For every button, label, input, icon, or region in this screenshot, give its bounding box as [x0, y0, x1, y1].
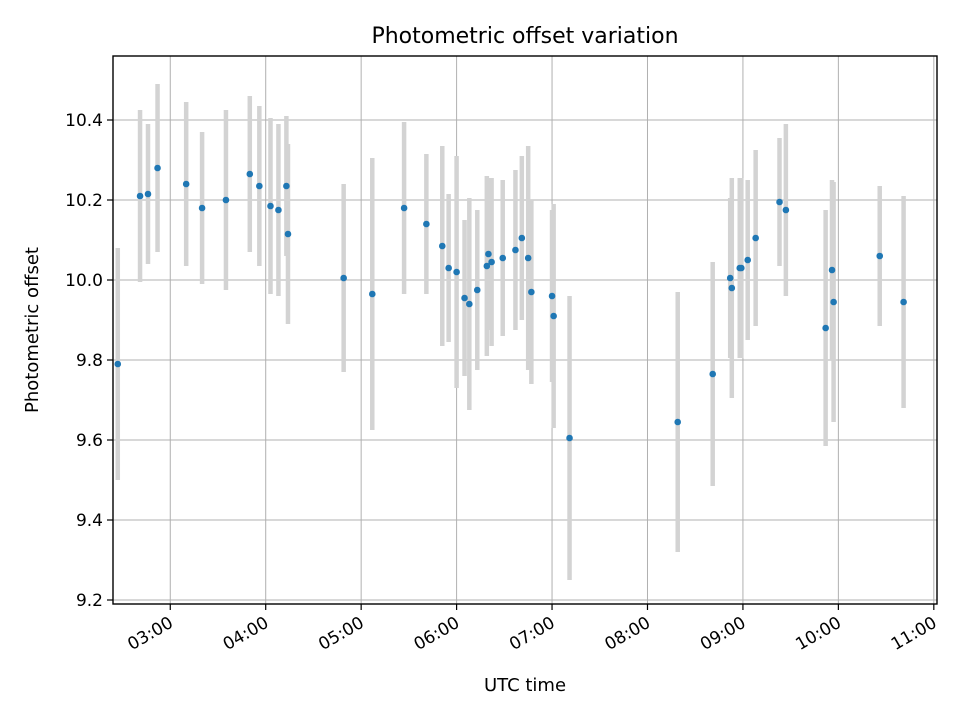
- data-point: [466, 300, 473, 308]
- data-point: [485, 250, 492, 258]
- plot-frame: [112, 55, 938, 605]
- data-point: [182, 180, 190, 188]
- data-point: [136, 192, 144, 200]
- data-point: [283, 182, 290, 190]
- data-point: [154, 164, 161, 172]
- data-point: [709, 370, 717, 378]
- data-point: [340, 274, 347, 282]
- y-tick-label: 9.6: [76, 431, 103, 451]
- y-tick-label: 9.2: [76, 591, 103, 611]
- y-axis-ticks: 9.2 9.4 9.6 9.8 10.0 10.2 10.4: [65, 111, 113, 611]
- y-tick-label: 9.4: [76, 511, 103, 531]
- data-point: [256, 182, 263, 190]
- data-point: [822, 324, 829, 332]
- data-point: [744, 256, 752, 264]
- data-point: [738, 264, 745, 272]
- data-point: [275, 206, 282, 214]
- y-tick-label: 10.4: [65, 111, 103, 131]
- data-point: [246, 170, 254, 178]
- data-point: [524, 254, 532, 262]
- data-point: [453, 268, 460, 276]
- data-points: [114, 164, 907, 442]
- data-point: [499, 254, 507, 262]
- data-point: [400, 204, 408, 212]
- data-point: [776, 198, 783, 206]
- chart-title: Photometric offset variation: [371, 24, 678, 49]
- data-point: [423, 220, 430, 228]
- data-point: [726, 274, 734, 282]
- data-point: [267, 202, 274, 210]
- data-point: [550, 312, 557, 320]
- data-point: [445, 264, 452, 272]
- data-point: [566, 434, 573, 442]
- data-point: [674, 418, 682, 426]
- data-point: [900, 298, 907, 306]
- data-point: [461, 294, 468, 302]
- data-point: [144, 190, 152, 198]
- data-point: [483, 262, 491, 270]
- y-tick-label: 10.2: [65, 191, 103, 211]
- x-axis-label: UTC time: [484, 675, 566, 696]
- data-point: [518, 234, 526, 242]
- data-point: [438, 242, 446, 250]
- data-point: [830, 298, 837, 306]
- data-point: [548, 292, 556, 300]
- data-point: [473, 286, 481, 294]
- data-point: [876, 252, 884, 260]
- data-point: [488, 258, 495, 266]
- data-point: [782, 206, 790, 214]
- y-axis-label: Photometric offset: [22, 247, 43, 413]
- data-point: [198, 204, 206, 212]
- y-tick-label: 9.8: [76, 351, 103, 371]
- data-point: [368, 290, 376, 298]
- data-point: [728, 284, 736, 292]
- y-tick-label: 10.0: [65, 271, 103, 291]
- data-point: [512, 246, 519, 254]
- grid: [113, 56, 937, 604]
- data-point: [284, 230, 292, 238]
- data-point: [222, 196, 230, 204]
- data-point: [114, 360, 122, 368]
- data-point: [752, 234, 759, 242]
- data-point: [528, 288, 535, 296]
- data-point: [828, 266, 836, 274]
